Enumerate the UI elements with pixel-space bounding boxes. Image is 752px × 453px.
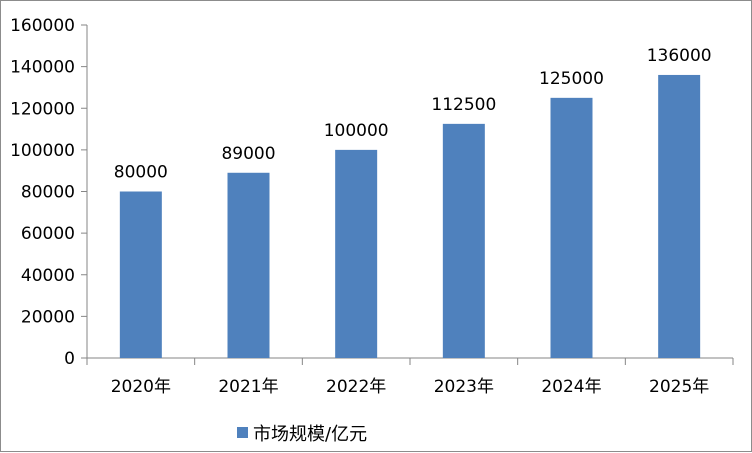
bar xyxy=(658,74,701,358)
bars xyxy=(119,74,701,358)
legend-swatch xyxy=(237,427,248,438)
x-axis-ticks: 2020年 2021年 2022年 2023年 2024年 2025年 xyxy=(86,358,734,397)
bar xyxy=(550,97,593,358)
bar xyxy=(119,191,162,358)
y-tick-label: 140000 xyxy=(10,58,75,78)
y-tick-label: 100000 xyxy=(10,141,75,161)
y-tick-label: 80000 xyxy=(21,183,75,203)
x-tick-label: 2021年 xyxy=(218,377,278,397)
x-tick-label: 2024年 xyxy=(541,377,601,397)
y-tick-label: 0 xyxy=(64,349,75,369)
y-tick-label: 120000 xyxy=(10,99,75,119)
bar xyxy=(442,123,485,358)
y-tick-label: 60000 xyxy=(21,224,75,244)
bar xyxy=(335,149,378,358)
data-label: 89000 xyxy=(221,144,275,164)
data-label: 80000 xyxy=(114,163,168,183)
y-tick-label: 40000 xyxy=(21,266,75,286)
legend: 市场规模/亿元 xyxy=(237,424,367,445)
axes xyxy=(86,25,733,359)
data-labels: 80000 89000 100000 112500 125000 136000 xyxy=(114,46,712,183)
y-axis-ticks: 0 20000 40000 60000 80000 100000 120000 140000 1… xyxy=(10,16,87,369)
bar xyxy=(227,172,270,358)
y-tick-label: 160000 xyxy=(10,16,75,36)
x-tick-label: 2023年 xyxy=(434,377,494,397)
x-tick-label: 2022年 xyxy=(326,377,386,397)
data-label: 136000 xyxy=(647,46,712,66)
data-label: 125000 xyxy=(539,69,604,89)
legend-label: 市场规模/亿元 xyxy=(253,424,367,445)
data-label: 100000 xyxy=(324,121,389,141)
x-tick-label: 2020年 xyxy=(111,377,171,397)
x-tick-label: 2025年 xyxy=(649,377,709,397)
data-label: 112500 xyxy=(431,95,496,115)
y-tick-label: 20000 xyxy=(21,307,75,327)
